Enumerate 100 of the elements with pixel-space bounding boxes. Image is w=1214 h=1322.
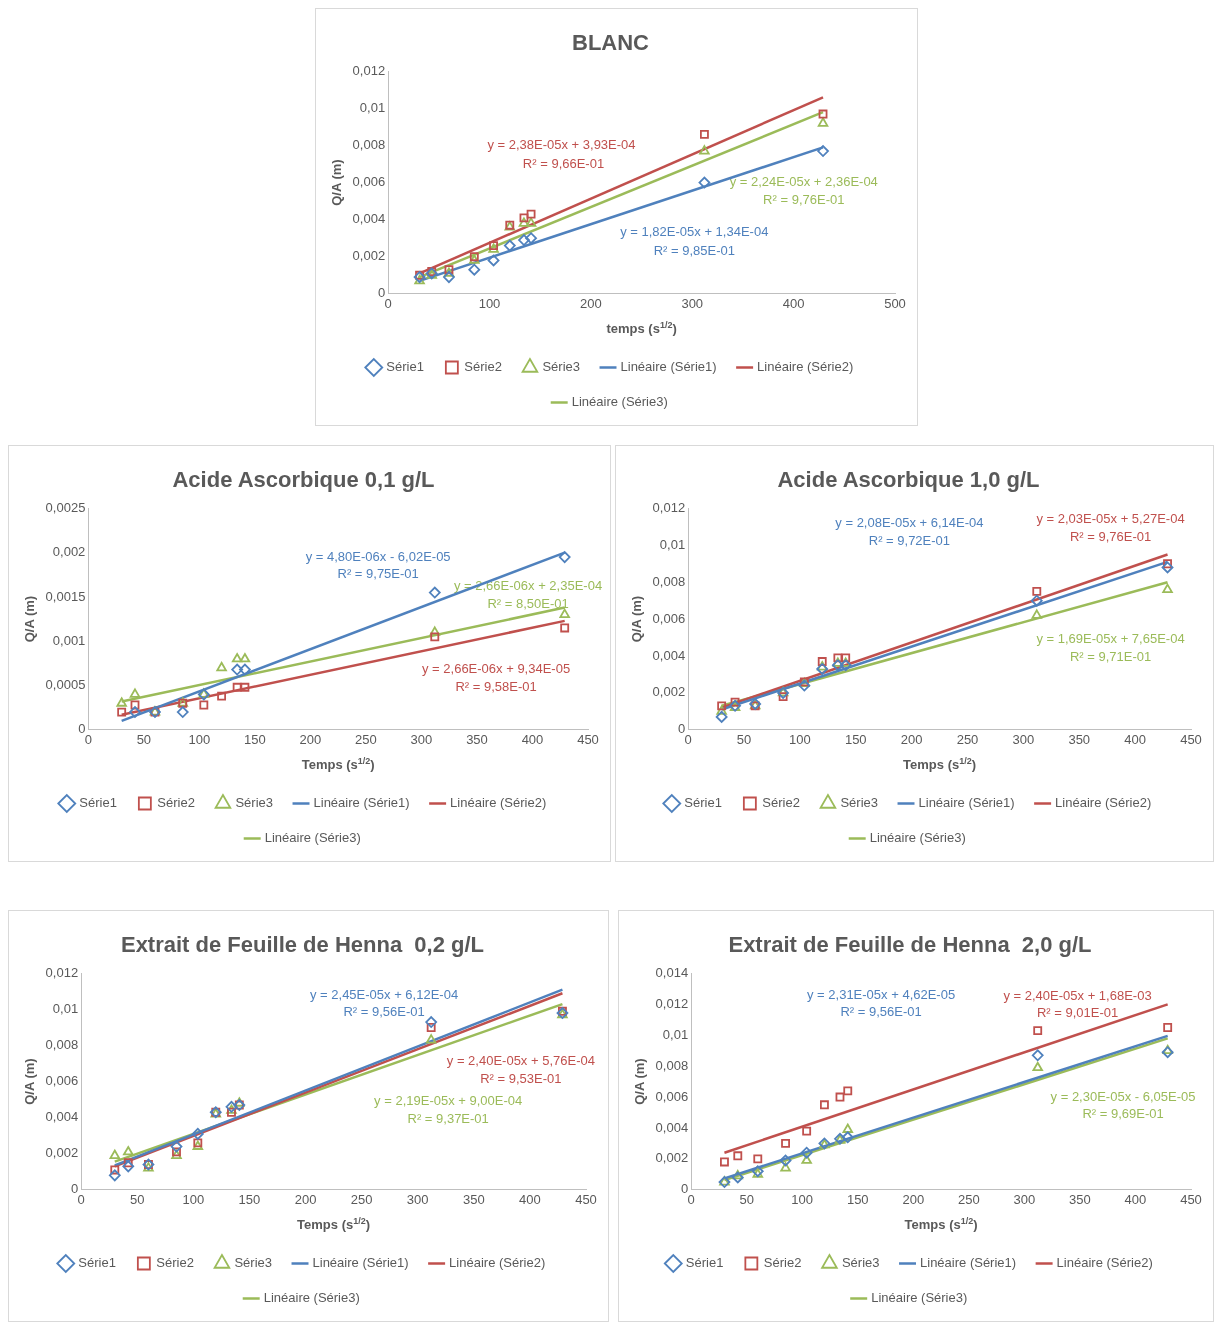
y-tick-label: 0: [680, 1181, 689, 1197]
annotation: R² = 9,37E-01: [407, 1111, 489, 1127]
annotation: R² = 9,76E-01: [1069, 529, 1152, 545]
x-tick-label: 300: [410, 732, 433, 748]
y-axis-title: Q/A (m): [629, 595, 645, 643]
annotation: y = 2,40E-05x + 5,76E-04: [446, 1053, 595, 1069]
x-tick-label: 50: [736, 732, 752, 748]
x-tick-label: 50: [739, 1192, 754, 1208]
y-axis-title: Q/A (m): [22, 1058, 38, 1105]
y-tick-label: 0,01: [662, 1026, 689, 1042]
point: [117, 707, 127, 717]
point: [842, 1123, 853, 1133]
annotation: y = 2,40E-05x + 1,68E-03: [1003, 988, 1152, 1004]
legend-label: Linéaire (Série3): [869, 830, 966, 846]
point: [216, 661, 227, 672]
point: [731, 1171, 744, 1184]
annotation: R² = 9,71E-01: [1069, 649, 1152, 665]
point: [122, 1160, 135, 1173]
point: [1032, 1061, 1043, 1072]
chart-title: BLANC: [572, 30, 650, 56]
y-tick-label: 0,0025: [45, 499, 86, 515]
x-tick-label: 350: [1068, 732, 1091, 748]
y-tick-label: 0,012: [655, 995, 689, 1011]
point: [841, 653, 851, 663]
y-tick-label: 0,012: [652, 499, 686, 515]
point: [240, 682, 250, 692]
point: [518, 217, 530, 227]
point: [487, 254, 500, 267]
legend-label: Série3: [235, 795, 274, 811]
x-tick-label: 250: [957, 1192, 980, 1208]
y-tick-label: 0: [78, 721, 86, 737]
legend-label: Série1: [78, 1255, 116, 1271]
x-tick-label: 150: [844, 732, 867, 748]
point: [699, 129, 709, 139]
point: [780, 1162, 791, 1172]
x-tick-label: 150: [846, 1192, 869, 1208]
x-tick-label: 100: [188, 732, 211, 748]
legend-label: Série1: [386, 359, 424, 375]
x-tick-label: 100: [789, 732, 811, 748]
point: [231, 653, 243, 663]
x-tick-label: 150: [244, 732, 266, 748]
legend-label: Série3: [840, 795, 879, 811]
annotation: y = 2,31E-05x + 4,62E-05: [807, 986, 956, 1002]
annotation: R² = 9,75E-01: [337, 566, 419, 582]
chart-title: Extrait de Feuille de Henna 2,0 g/L: [728, 932, 1092, 958]
x-tick-label: 100: [182, 1192, 205, 1208]
x-tick-label: 450: [1180, 732, 1202, 748]
point: [129, 706, 141, 718]
legend-label: Série2: [762, 795, 800, 811]
point: [1032, 586, 1042, 596]
point: [1163, 1023, 1173, 1032]
annotation: y = 2,30E-05x - 6,05E-05: [1050, 1088, 1196, 1104]
x-tick-label: 400: [1124, 732, 1146, 748]
x-tick-label: 350: [462, 1192, 485, 1208]
point: [819, 1100, 829, 1110]
point: [818, 109, 828, 119]
annotation: R² = 9,85E-01: [653, 242, 735, 258]
point: [699, 145, 710, 155]
x-tick-label: 100: [478, 296, 501, 312]
point: [199, 700, 209, 710]
x-tick-label: 400: [519, 1192, 541, 1208]
legend-label: Linéaire (Série1): [920, 1255, 1017, 1271]
point: [716, 705, 727, 715]
annotation: y = 2,38E-05x + 3,93E-04: [487, 137, 636, 153]
point: [123, 1146, 134, 1156]
annotation: y = 4,80E-06x - 6,02E-05: [305, 548, 451, 564]
point: [817, 657, 827, 666]
point: [800, 1146, 813, 1159]
annotation: R² = 9,56E-01: [840, 1003, 922, 1019]
x-tick-label: 350: [1069, 1192, 1091, 1208]
x-tick-label: 350: [466, 732, 488, 748]
chart-title: Acide Ascorbique 0,1 g/L: [172, 467, 435, 493]
annotation: R² = 8,50E-01: [487, 595, 569, 611]
x-tick-label: 300: [406, 1192, 429, 1208]
point: [730, 697, 740, 707]
x-tick-label: 450: [1180, 1192, 1202, 1208]
legend-label: Linéaire (Série1): [313, 795, 410, 811]
y-tick-label: 0,014: [655, 964, 689, 980]
y-axis-title: Q/A (m): [329, 159, 345, 206]
legend-label: Série2: [157, 795, 195, 811]
legend-label: Linéaire (Série3): [571, 394, 668, 410]
legend-label: Série2: [763, 1255, 802, 1271]
annotation: y = 1,69E-05x + 7,65E-04: [1036, 631, 1185, 647]
y-tick-label: 0,006: [352, 174, 386, 190]
point: [801, 1154, 812, 1164]
x-tick-label: 250: [956, 732, 979, 748]
point: [1161, 561, 1174, 574]
legend-label: Linéaire (Série2): [757, 359, 854, 375]
x-tick-label: 200: [580, 296, 602, 312]
y-tick-label: 0,004: [652, 647, 686, 663]
point: [843, 1086, 853, 1096]
point: [733, 1151, 743, 1161]
point: [753, 1154, 763, 1164]
x-tick-label: 450: [575, 1192, 597, 1208]
legend-label: Série1: [684, 795, 722, 811]
point: [239, 653, 251, 663]
point: [715, 710, 728, 723]
y-tick-label: 0,001: [52, 632, 86, 648]
point: [816, 663, 829, 675]
point: [129, 688, 141, 698]
